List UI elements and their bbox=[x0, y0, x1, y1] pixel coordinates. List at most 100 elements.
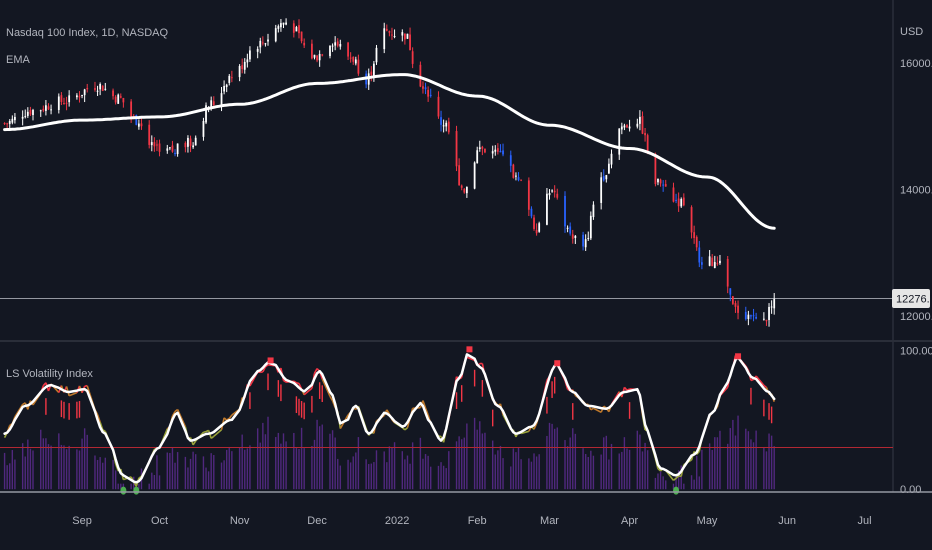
candle-body bbox=[551, 190, 553, 192]
volatility-raw-segment bbox=[401, 426, 406, 431]
candle-body bbox=[318, 53, 321, 61]
candle-body bbox=[238, 66, 241, 78]
candle-body bbox=[156, 144, 158, 146]
candle-body bbox=[316, 55, 318, 61]
candle-body bbox=[429, 94, 432, 97]
candle-body bbox=[264, 43, 267, 45]
candle-body bbox=[101, 85, 104, 91]
candle-body bbox=[14, 116, 16, 121]
candle-body bbox=[556, 193, 559, 198]
time-tick-label: Jun bbox=[778, 515, 796, 527]
volatility-raw-segment bbox=[264, 364, 269, 368]
candle-body bbox=[184, 142, 187, 148]
candle-body bbox=[241, 65, 244, 70]
candle-body bbox=[68, 95, 71, 103]
candle-body bbox=[370, 71, 373, 75]
candle-body bbox=[512, 164, 515, 178]
candle-body bbox=[731, 296, 734, 304]
volatility-raw-segment bbox=[404, 427, 408, 431]
candle-body bbox=[81, 94, 83, 96]
candle-body bbox=[755, 317, 758, 319]
candle-body bbox=[352, 56, 355, 62]
volatility-raw-segment bbox=[210, 435, 215, 440]
candle-body bbox=[261, 42, 264, 44]
candle-body bbox=[114, 96, 117, 103]
candle-body bbox=[626, 125, 628, 128]
candle-body bbox=[150, 142, 153, 146]
extreme-high-marker bbox=[554, 360, 561, 367]
volatility-raw-segment bbox=[203, 430, 207, 434]
candle-body bbox=[458, 165, 461, 186]
volatility-raw-segment bbox=[329, 395, 334, 402]
candle-body bbox=[45, 105, 47, 111]
volatility-raw-segment bbox=[99, 421, 104, 430]
candle-body bbox=[166, 148, 169, 151]
last-price-badge bbox=[892, 289, 930, 309]
candle-body bbox=[680, 199, 683, 207]
candle-body bbox=[295, 27, 298, 32]
candle-body bbox=[447, 121, 450, 133]
candle-body bbox=[729, 288, 732, 295]
candle-body bbox=[620, 126, 623, 130]
candle-body bbox=[148, 124, 151, 145]
candle-body bbox=[409, 34, 411, 51]
volatility-raw-segment bbox=[675, 475, 680, 479]
candle-body bbox=[372, 63, 375, 76]
candle-body bbox=[484, 148, 486, 153]
candle-body bbox=[277, 26, 280, 29]
candle-body bbox=[657, 178, 659, 183]
candle-body bbox=[737, 305, 739, 313]
candle-body bbox=[618, 128, 621, 155]
candle-body bbox=[83, 89, 86, 96]
candle-body bbox=[636, 123, 639, 127]
candle-body bbox=[334, 42, 337, 46]
candle-body bbox=[548, 193, 551, 196]
candle-body bbox=[654, 153, 657, 185]
candle-body bbox=[86, 88, 89, 90]
volatility-raw-segment bbox=[696, 450, 700, 455]
candle-body bbox=[401, 32, 404, 36]
candle-body bbox=[26, 111, 29, 116]
volatility-raw-segment bbox=[96, 414, 101, 423]
time-tick-label: Jul bbox=[858, 515, 872, 527]
candle-body bbox=[765, 319, 768, 322]
candle-body bbox=[481, 146, 484, 149]
time-tick-label: 2022 bbox=[385, 515, 409, 527]
candle-body bbox=[600, 177, 603, 203]
candle-body bbox=[99, 83, 102, 90]
candle-body bbox=[331, 45, 334, 47]
candle-body bbox=[768, 306, 770, 321]
candle-body bbox=[292, 23, 295, 33]
candle-body bbox=[672, 187, 675, 202]
time-tick-label: Oct bbox=[151, 515, 168, 527]
candle-body bbox=[442, 125, 445, 127]
extreme-low-marker bbox=[673, 486, 680, 495]
volatility-raw-segment bbox=[262, 366, 267, 373]
extreme-low-marker bbox=[133, 486, 140, 495]
candle-body bbox=[174, 152, 176, 155]
volatility-raw-segment bbox=[213, 429, 223, 437]
volatility-raw-segment bbox=[283, 379, 287, 383]
volatility-raw-segment bbox=[171, 411, 176, 417]
candle-body bbox=[11, 118, 14, 123]
candle-body bbox=[349, 57, 352, 59]
candle-body bbox=[535, 229, 538, 234]
volatility-raw-segment bbox=[386, 409, 391, 415]
candle-body bbox=[388, 31, 391, 33]
candle-body bbox=[515, 175, 517, 177]
candle-body bbox=[47, 106, 50, 110]
candle-body bbox=[313, 54, 316, 58]
time-tick-label: Dec bbox=[307, 515, 327, 527]
candle-body bbox=[357, 59, 360, 74]
candle-body bbox=[553, 190, 556, 193]
candle-body bbox=[321, 54, 324, 56]
volatility-raw-segment bbox=[672, 477, 677, 481]
candle-body bbox=[509, 155, 512, 166]
candle-body bbox=[476, 150, 479, 164]
candle-body bbox=[280, 23, 282, 28]
candle-body bbox=[608, 163, 610, 174]
candle-body bbox=[50, 109, 52, 111]
candle-body bbox=[708, 256, 711, 266]
price-tick-label: 14000.00 bbox=[900, 185, 932, 197]
candle-body bbox=[168, 147, 171, 149]
